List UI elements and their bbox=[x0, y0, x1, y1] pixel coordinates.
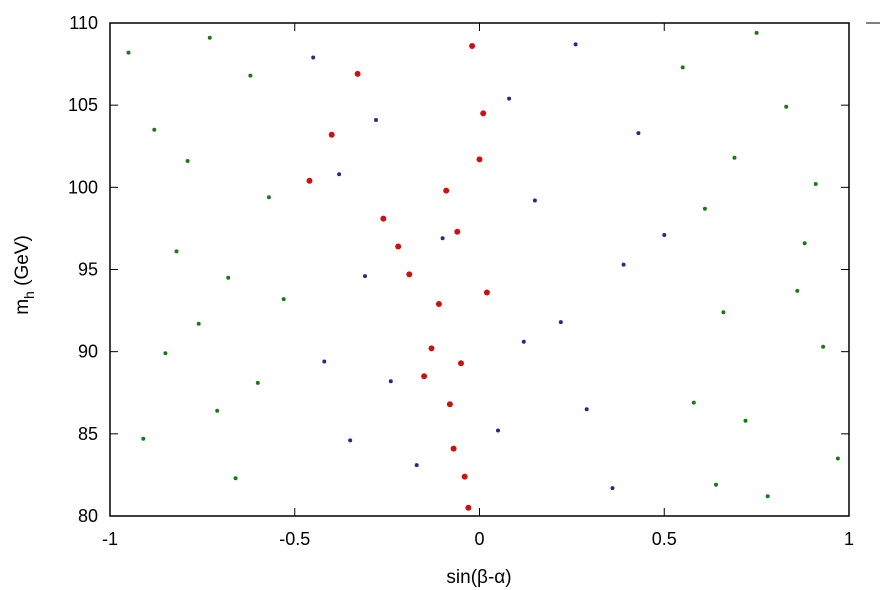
data-point bbox=[469, 43, 476, 49]
data-point bbox=[621, 262, 626, 267]
y-tick-label: 100 bbox=[68, 177, 98, 197]
series-1 bbox=[311, 42, 667, 491]
data-point bbox=[721, 310, 726, 315]
data-point bbox=[680, 65, 685, 70]
data-point bbox=[215, 408, 220, 413]
y-tick-label: 110 bbox=[69, 13, 98, 33]
y-axis-title-main: m bbox=[12, 299, 33, 315]
x-tick-label: 0 bbox=[474, 529, 484, 549]
data-point bbox=[532, 198, 537, 203]
y-axis-title-rest: (GeV) bbox=[12, 235, 33, 291]
data-point bbox=[702, 206, 707, 211]
data-point bbox=[483, 289, 490, 296]
data-point bbox=[450, 445, 457, 452]
data-point bbox=[835, 456, 840, 461]
data-point bbox=[306, 177, 313, 184]
data-point bbox=[454, 228, 461, 235]
data-point bbox=[328, 131, 335, 138]
data-point bbox=[207, 35, 212, 40]
data-point bbox=[610, 486, 615, 491]
data-point bbox=[354, 70, 361, 77]
data-point bbox=[185, 159, 190, 163]
x-tick-label: -1 bbox=[102, 529, 118, 549]
data-point bbox=[388, 379, 393, 384]
data-point bbox=[152, 127, 157, 132]
data-point bbox=[281, 297, 286, 302]
y-tick-label: 95 bbox=[78, 260, 98, 280]
data-point bbox=[821, 344, 826, 349]
data-point bbox=[573, 42, 578, 47]
data-point bbox=[732, 155, 737, 160]
data-point bbox=[435, 301, 442, 307]
data-point bbox=[266, 195, 271, 200]
data-point bbox=[337, 172, 342, 177]
y-tick-label: 80 bbox=[78, 506, 98, 526]
data-point bbox=[414, 463, 419, 468]
y-tick-label: 90 bbox=[78, 342, 98, 362]
data-point bbox=[636, 131, 641, 136]
data-point bbox=[714, 482, 718, 487]
data-point bbox=[446, 401, 453, 408]
data-point bbox=[802, 241, 807, 246]
data-point bbox=[421, 373, 428, 380]
data-point bbox=[311, 55, 316, 60]
data-point bbox=[233, 476, 238, 481]
x-tick-label: 1 bbox=[844, 529, 854, 549]
data-point bbox=[784, 104, 789, 109]
data-point bbox=[521, 339, 526, 344]
data-point bbox=[813, 182, 818, 186]
data-point bbox=[440, 236, 445, 241]
data-point bbox=[480, 110, 487, 117]
data-point bbox=[395, 243, 402, 250]
data-point bbox=[558, 320, 563, 325]
data-point bbox=[196, 321, 201, 326]
data-point bbox=[174, 249, 179, 254]
x-tick-label: 0.5 bbox=[652, 529, 677, 549]
data-point bbox=[248, 73, 253, 78]
data-point bbox=[662, 233, 667, 237]
data-point bbox=[476, 156, 483, 163]
data-point bbox=[141, 436, 146, 441]
data-point bbox=[126, 50, 131, 55]
data-point bbox=[322, 359, 327, 364]
data-point bbox=[795, 288, 800, 293]
y-axis-title-sub: h bbox=[21, 291, 37, 299]
data-point bbox=[461, 473, 468, 480]
data-point bbox=[765, 494, 770, 499]
plot-frame bbox=[109, 22, 850, 517]
data-point bbox=[348, 438, 353, 443]
data-point bbox=[443, 187, 450, 194]
data-point bbox=[226, 275, 231, 280]
axis-ticks bbox=[109, 22, 850, 517]
data-point bbox=[743, 418, 748, 423]
data-point bbox=[255, 380, 260, 385]
data-point bbox=[458, 360, 464, 367]
x-tick-label: -0.5 bbox=[279, 529, 310, 549]
y-tick-label: 105 bbox=[68, 95, 98, 115]
data-point bbox=[428, 345, 435, 352]
data-point bbox=[380, 215, 387, 222]
data-point bbox=[363, 274, 367, 279]
tick-labels: -1 -0.5 0 0.5 1 80 85 90 95 100 105 110 bbox=[68, 13, 854, 549]
data-point bbox=[496, 428, 500, 433]
series-0 bbox=[126, 30, 840, 499]
data-point bbox=[691, 400, 696, 405]
series-2 bbox=[306, 43, 490, 511]
data-point bbox=[163, 351, 168, 356]
data-point bbox=[754, 30, 759, 35]
y-axis-title: mh (GeV) bbox=[12, 235, 37, 315]
x-axis-title: sin(β-α) bbox=[446, 567, 511, 588]
data-point bbox=[406, 271, 413, 278]
data-point bbox=[584, 407, 589, 412]
data-point bbox=[465, 504, 472, 511]
data-point bbox=[507, 96, 512, 101]
data-points bbox=[126, 30, 840, 511]
data-point bbox=[374, 118, 378, 122]
y-tick-label: 85 bbox=[78, 424, 98, 444]
